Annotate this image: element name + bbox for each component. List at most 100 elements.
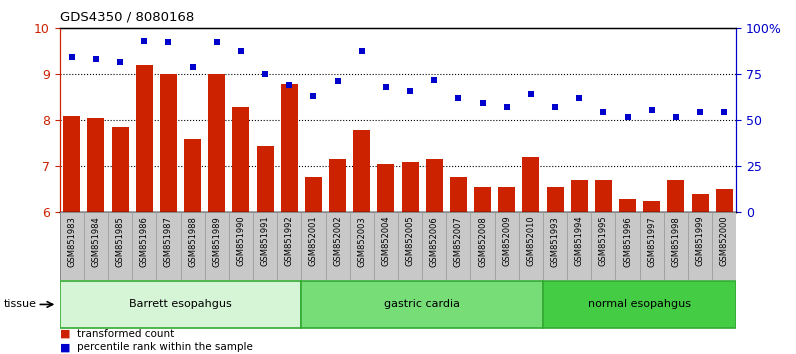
Text: GSM852005: GSM852005 bbox=[406, 216, 415, 267]
Point bbox=[548, 105, 561, 110]
Text: ■: ■ bbox=[60, 342, 70, 352]
Point bbox=[355, 48, 368, 54]
Text: tissue: tissue bbox=[4, 299, 37, 309]
Point bbox=[597, 109, 610, 115]
Text: GSM852009: GSM852009 bbox=[502, 216, 511, 267]
Bar bbox=[447, 212, 470, 280]
Bar bbox=[160, 74, 177, 212]
Bar bbox=[619, 199, 636, 212]
Text: GSM851990: GSM851990 bbox=[236, 216, 245, 267]
Bar bbox=[615, 212, 640, 280]
Text: GSM852000: GSM852000 bbox=[720, 216, 728, 267]
Text: gastric cardia: gastric cardia bbox=[384, 299, 460, 309]
Point bbox=[501, 105, 513, 110]
Point bbox=[404, 88, 416, 94]
Bar bbox=[422, 212, 447, 280]
Bar bbox=[209, 74, 225, 212]
Text: GSM851988: GSM851988 bbox=[188, 216, 197, 267]
Bar bbox=[184, 139, 201, 212]
Bar bbox=[716, 189, 732, 212]
Text: GSM851997: GSM851997 bbox=[647, 216, 656, 267]
Point bbox=[646, 107, 658, 113]
Bar bbox=[712, 212, 736, 280]
Bar bbox=[470, 212, 494, 280]
Bar bbox=[353, 131, 370, 212]
Bar bbox=[302, 212, 326, 280]
Point bbox=[621, 114, 634, 120]
Text: ■: ■ bbox=[60, 329, 70, 339]
Text: GSM851994: GSM851994 bbox=[575, 216, 583, 267]
Text: GSM852004: GSM852004 bbox=[381, 216, 390, 267]
Text: GDS4350 / 8080168: GDS4350 / 8080168 bbox=[60, 11, 194, 24]
Bar bbox=[60, 212, 84, 280]
Text: GSM852003: GSM852003 bbox=[357, 216, 366, 267]
Point bbox=[573, 96, 586, 101]
Text: GSM852007: GSM852007 bbox=[454, 216, 463, 267]
Point bbox=[669, 114, 682, 120]
Bar bbox=[643, 201, 660, 212]
Bar bbox=[595, 180, 612, 212]
Text: normal esopahgus: normal esopahgus bbox=[588, 299, 691, 309]
Text: GSM851993: GSM851993 bbox=[551, 216, 560, 267]
Bar bbox=[253, 212, 277, 280]
Bar bbox=[667, 180, 685, 212]
Bar bbox=[519, 212, 543, 280]
Point bbox=[283, 82, 295, 88]
Point bbox=[476, 100, 489, 106]
Bar bbox=[136, 65, 153, 212]
Bar bbox=[402, 162, 419, 212]
Text: GSM851989: GSM851989 bbox=[213, 216, 221, 267]
Point bbox=[90, 56, 103, 62]
Bar bbox=[88, 118, 104, 212]
Text: transformed count: transformed count bbox=[77, 329, 174, 339]
Bar bbox=[591, 212, 615, 280]
Point bbox=[718, 109, 731, 115]
Text: GSM851987: GSM851987 bbox=[164, 216, 173, 267]
Point bbox=[380, 84, 392, 90]
Bar bbox=[60, 281, 302, 328]
Point bbox=[693, 109, 706, 115]
Bar bbox=[567, 212, 591, 280]
Bar bbox=[326, 212, 349, 280]
Bar bbox=[305, 177, 322, 212]
Text: GSM851986: GSM851986 bbox=[140, 216, 149, 267]
Point bbox=[307, 93, 320, 99]
Bar bbox=[256, 146, 274, 212]
Bar bbox=[111, 127, 129, 212]
Text: GSM851998: GSM851998 bbox=[671, 216, 681, 267]
Bar bbox=[522, 157, 540, 212]
Text: GSM851983: GSM851983 bbox=[68, 216, 76, 267]
Point bbox=[138, 38, 150, 44]
Bar bbox=[277, 212, 302, 280]
Bar bbox=[494, 212, 519, 280]
Point bbox=[235, 48, 248, 54]
Point bbox=[428, 77, 441, 83]
Bar bbox=[692, 194, 708, 212]
Text: GSM851999: GSM851999 bbox=[696, 216, 704, 267]
Text: GSM852008: GSM852008 bbox=[478, 216, 487, 267]
Bar bbox=[205, 212, 229, 280]
Point bbox=[452, 96, 465, 101]
Bar bbox=[450, 177, 467, 212]
Point bbox=[259, 72, 271, 77]
Bar bbox=[181, 212, 205, 280]
Point bbox=[525, 91, 537, 97]
Bar bbox=[84, 212, 108, 280]
Bar bbox=[232, 107, 249, 212]
Bar bbox=[156, 212, 181, 280]
Bar bbox=[543, 212, 567, 280]
Bar bbox=[349, 212, 374, 280]
Text: GSM851995: GSM851995 bbox=[599, 216, 608, 267]
Bar bbox=[640, 212, 664, 280]
Point bbox=[186, 64, 199, 69]
Bar bbox=[688, 212, 712, 280]
Bar bbox=[132, 212, 156, 280]
Bar bbox=[64, 116, 80, 212]
Text: GSM851985: GSM851985 bbox=[115, 216, 125, 267]
Point bbox=[162, 39, 175, 45]
Bar bbox=[474, 187, 491, 212]
Bar bbox=[571, 180, 587, 212]
Bar bbox=[547, 187, 564, 212]
Point bbox=[114, 59, 127, 65]
Text: GSM852006: GSM852006 bbox=[430, 216, 439, 267]
